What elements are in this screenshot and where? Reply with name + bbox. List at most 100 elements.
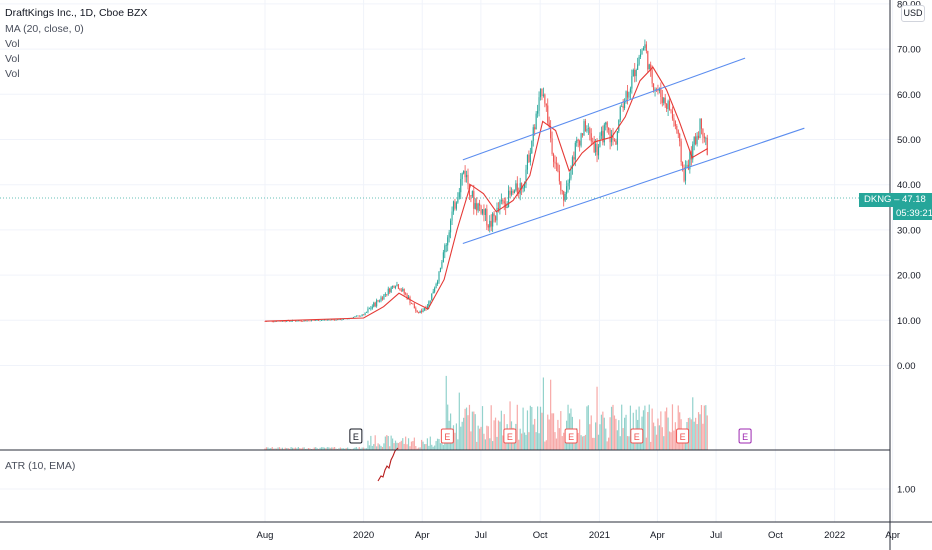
y-tick-label: 30.00 bbox=[897, 225, 921, 236]
volume-bar bbox=[609, 417, 611, 450]
candle-body bbox=[506, 206, 508, 208]
vol-legend-2[interactable]: Vol bbox=[5, 53, 20, 65]
candle-body bbox=[692, 144, 694, 160]
candle-body bbox=[590, 133, 592, 142]
candle-body bbox=[442, 252, 444, 263]
candle-body bbox=[326, 319, 328, 321]
volume-bars bbox=[264, 375, 708, 450]
candle-body bbox=[458, 192, 460, 198]
time-axis[interactable]: Aug 2020 Apr Jul Oct 2021 Apr Jul Oct 2022 Apr bbox=[257, 530, 900, 541]
volume-bar bbox=[445, 375, 447, 450]
candle-body bbox=[542, 94, 544, 96]
volume-bar bbox=[278, 447, 281, 450]
candle-body bbox=[683, 166, 685, 181]
candle-body bbox=[332, 319, 334, 321]
volume-bar bbox=[352, 448, 355, 450]
candle-body bbox=[624, 101, 626, 109]
candle-body bbox=[682, 161, 684, 167]
ma-legend[interactable]: MA (20, close, 0) bbox=[5, 23, 84, 35]
atr-line bbox=[377, 447, 399, 482]
y-tick-label: 50.00 bbox=[897, 135, 921, 146]
candle-body bbox=[561, 190, 563, 192]
volume-bar bbox=[347, 447, 349, 450]
volume-bar bbox=[529, 405, 531, 450]
trend-channel[interactable] bbox=[462, 57, 805, 244]
volume-bar bbox=[402, 438, 404, 450]
volume-bar bbox=[432, 446, 434, 450]
candle-body bbox=[441, 262, 443, 268]
candle-body bbox=[364, 312, 366, 316]
vol-legend-3[interactable]: Vol bbox=[5, 68, 20, 80]
candle-body bbox=[566, 186, 568, 194]
x-tick-label: Apr bbox=[415, 530, 430, 541]
volume-bar bbox=[381, 446, 384, 450]
volume-bar bbox=[545, 440, 547, 450]
x-tick-label: Apr bbox=[650, 530, 665, 541]
volume-bar bbox=[302, 447, 304, 450]
price-axis[interactable]: 90.0080.0070.0060.0050.0040.0030.0020.00… bbox=[897, 0, 921, 496]
candle-body bbox=[699, 118, 701, 139]
volume-bar bbox=[345, 447, 347, 450]
candle-body bbox=[470, 195, 472, 197]
symbol-title[interactable]: DraftKings Inc., 1D, Cboe BZX bbox=[5, 7, 148, 19]
candle-body bbox=[297, 320, 299, 322]
volume-bar bbox=[303, 447, 305, 450]
candle-body bbox=[338, 318, 340, 321]
volume-bar bbox=[357, 448, 359, 450]
currency-button[interactable]: USD bbox=[901, 5, 925, 22]
volume-bar bbox=[597, 434, 600, 450]
candle-body bbox=[384, 294, 386, 295]
volume-bar bbox=[390, 435, 392, 450]
volume-bar bbox=[464, 408, 466, 450]
candle-body bbox=[619, 106, 621, 121]
volume-bar bbox=[290, 447, 292, 450]
candle-body bbox=[595, 143, 597, 153]
candle-body bbox=[419, 310, 421, 313]
candle-body bbox=[461, 173, 463, 180]
vol-legend-1[interactable]: Vol bbox=[5, 38, 20, 50]
volume-bar bbox=[551, 413, 553, 450]
candle-body bbox=[357, 315, 359, 317]
candle-body bbox=[402, 289, 404, 291]
candle-body bbox=[684, 167, 687, 181]
volume-bar bbox=[502, 435, 504, 450]
candle-body bbox=[568, 178, 571, 184]
volume-bar bbox=[286, 448, 288, 450]
volume-bar bbox=[276, 448, 278, 450]
candle-body bbox=[621, 106, 623, 107]
volume-bar bbox=[447, 404, 449, 450]
candle-body bbox=[563, 191, 565, 201]
candle-body bbox=[323, 319, 325, 321]
volume-bar bbox=[326, 447, 328, 450]
candle-body bbox=[515, 183, 517, 191]
candle-body bbox=[434, 288, 436, 292]
atr-legend[interactable]: ATR (10, EMA) bbox=[5, 460, 76, 472]
volume-bar bbox=[602, 411, 604, 450]
candle-body bbox=[313, 320, 315, 321]
volume-bar bbox=[371, 445, 373, 450]
candle-body bbox=[671, 110, 673, 119]
candle-body bbox=[493, 213, 495, 217]
candle-body bbox=[312, 320, 314, 321]
volume-bar bbox=[550, 379, 552, 450]
volume-bar bbox=[689, 417, 691, 450]
candle-body bbox=[602, 131, 604, 143]
candle-body bbox=[557, 164, 559, 172]
candle-body bbox=[497, 207, 499, 210]
volume-bar bbox=[465, 407, 468, 450]
volume-bar bbox=[296, 448, 298, 450]
volume-bar bbox=[439, 443, 442, 450]
atr-line-segment bbox=[377, 447, 399, 482]
candle-body bbox=[300, 320, 302, 322]
candle-body bbox=[524, 184, 526, 188]
volume-bar bbox=[313, 447, 315, 450]
volume-bar bbox=[534, 418, 536, 450]
volume-bar bbox=[584, 434, 587, 450]
bar-countdown: 05:39:21 bbox=[893, 207, 932, 220]
candle-body bbox=[645, 44, 647, 51]
candle-body bbox=[577, 139, 579, 141]
candle-body bbox=[547, 105, 549, 123]
